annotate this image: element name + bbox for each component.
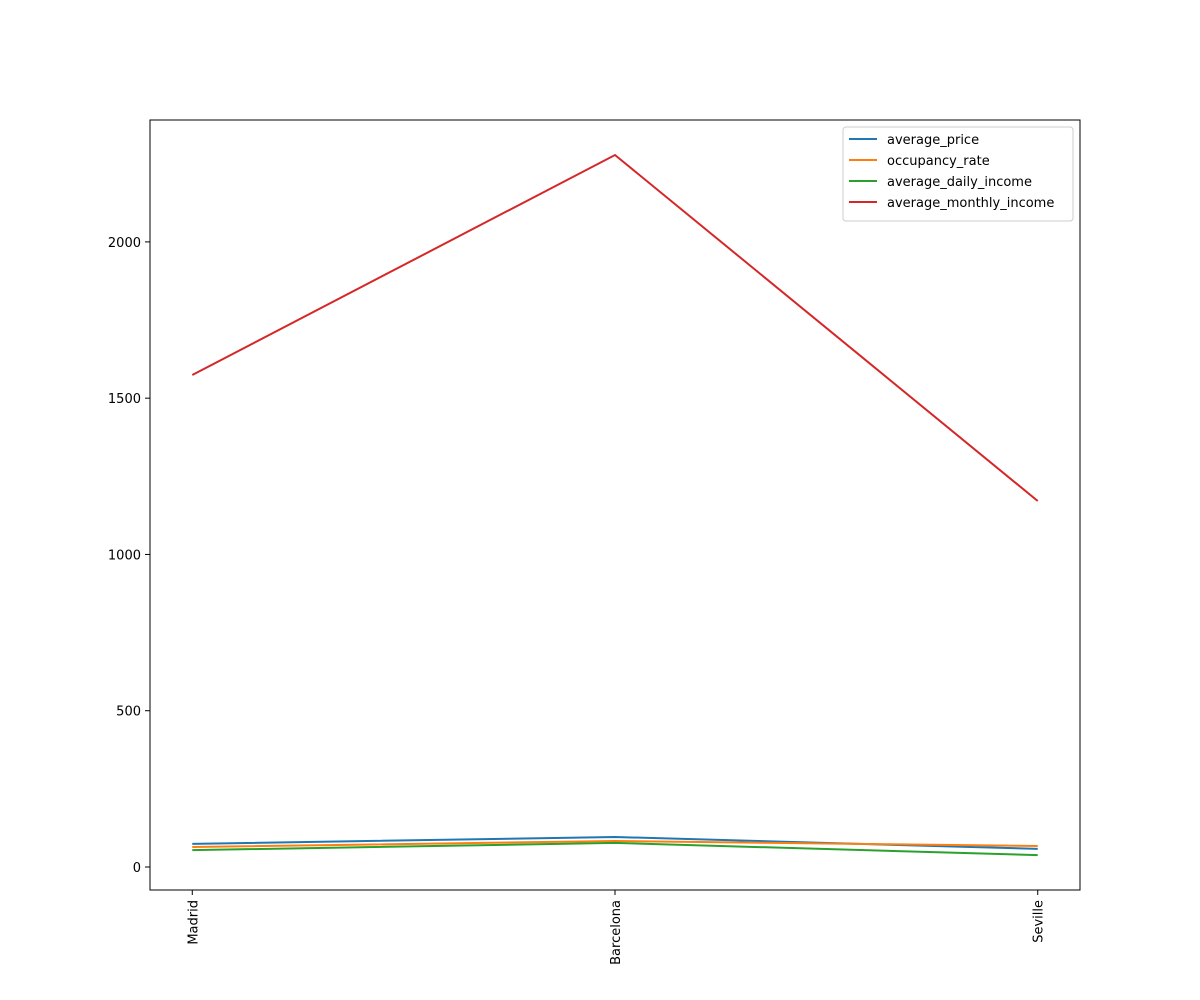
x-tick-label: Seville [1032, 900, 1047, 943]
y-tick-label: 500 [116, 705, 141, 720]
line-series [192, 841, 1038, 857]
y-tick-label: 1500 [108, 392, 141, 407]
plot-frame [149, 119, 1081, 891]
legend-label: average_monthly_income [887, 196, 1054, 211]
y-tick-label: 2000 [108, 236, 141, 251]
legend-label: average_daily_income [887, 175, 1032, 190]
legend-label: occupancy_rate [887, 154, 990, 169]
line-series [192, 840, 1038, 848]
line-series [191, 153, 1039, 502]
y-tick-label: 1000 [108, 548, 141, 563]
legend-label: average_price [887, 133, 979, 148]
x-tick-label: Barcelona [609, 900, 624, 965]
legend-box [842, 126, 1074, 222]
y-tick-label: 0 [133, 861, 141, 876]
x-tick-label: Madrid [186, 900, 201, 945]
